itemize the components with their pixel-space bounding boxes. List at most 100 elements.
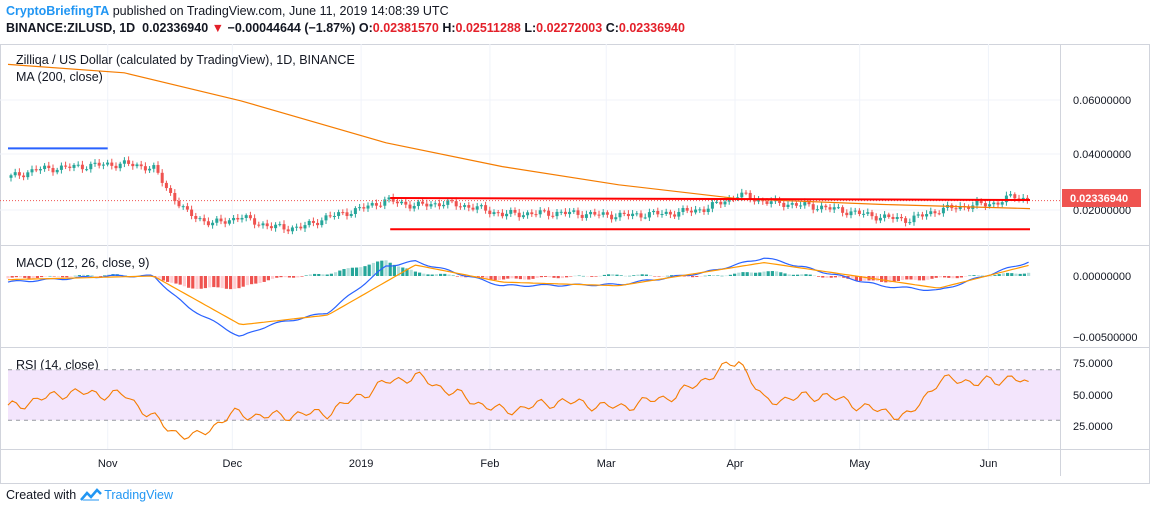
macd-hist-bar-75	[321, 274, 325, 276]
candle-body-111	[475, 206, 479, 210]
macd-hist-bar-77	[329, 273, 333, 276]
macd-hist-bar-215	[909, 276, 913, 280]
tradingview-brand-link[interactable]: TradingView	[104, 488, 173, 502]
macd-hist-bar-190	[804, 274, 808, 276]
candle-body-236	[1000, 202, 1004, 205]
macd-hist-bar-193	[817, 276, 821, 277]
candle-body-220	[933, 211, 937, 214]
price-tick-0: 0.06000000	[1073, 95, 1131, 107]
candle-body-164	[698, 209, 702, 211]
macd-hist-bar-171	[724, 275, 728, 277]
macd-hist-bar-234	[989, 275, 993, 277]
candle-body-191	[811, 204, 815, 210]
candle-body-233	[988, 204, 992, 207]
high-value: 0.02511288	[455, 21, 521, 35]
candle-body-14	[68, 166, 72, 168]
macd-hist-bar-158	[670, 275, 674, 276]
macd-hist-bar-134	[569, 276, 573, 277]
candle-body-151	[643, 217, 647, 219]
candle-body-207	[878, 217, 882, 221]
macd-hist-bar-91	[388, 262, 392, 276]
candle-body-230	[975, 200, 979, 206]
candle-body-34	[152, 165, 156, 169]
macd-hist-bar-98	[418, 272, 422, 276]
macd-hist-bar-220	[930, 276, 934, 279]
macd-hist-bar-126	[535, 276, 539, 278]
macd-tick-0: 0.00000000	[1073, 271, 1131, 283]
rsi-pane-title: RSI (14, close)	[16, 358, 99, 372]
macd-hist-bar-142	[602, 274, 606, 276]
candle-body-120	[513, 210, 517, 213]
candle-body-79	[341, 212, 345, 214]
candle-body-195	[828, 207, 832, 210]
macd-hist-bar-95	[405, 268, 409, 276]
candle-body-53	[232, 217, 236, 221]
symbol-label: BINANCE:ZILUSD, 1D	[6, 21, 136, 35]
candle-body-38	[169, 188, 173, 193]
candle-body-184	[782, 202, 786, 207]
candle-body-215	[912, 215, 916, 223]
candle-body-73	[316, 222, 320, 226]
macd-hist-bar-217	[917, 276, 921, 281]
candle-body-33	[148, 168, 152, 171]
macd-hist-bar-108	[460, 276, 464, 278]
candle-body-105	[450, 200, 454, 202]
candle-body-150	[639, 213, 643, 218]
macd-hist-bar-86	[367, 264, 371, 276]
candle-body-146	[622, 212, 626, 214]
candle-body-142	[605, 212, 609, 215]
macd-hist-bar-67	[287, 276, 291, 278]
macd-hist-bar-122	[518, 276, 522, 280]
candle-body-96	[412, 206, 416, 209]
macd-hist-bar-52	[224, 276, 228, 289]
macd-hist-bar-135	[573, 275, 577, 277]
macd-hist-bar-99	[422, 273, 426, 276]
candle-body-48	[211, 222, 215, 226]
candle-body-126	[538, 210, 542, 215]
ma200-line	[7, 63, 1031, 210]
channel-top-line	[390, 197, 1031, 201]
macd-hist-bar-115	[489, 276, 493, 280]
author-link[interactable]: CryptoBriefingTA	[6, 4, 110, 18]
macd-hist-bar-9	[44, 276, 48, 277]
macd-hist-bar-6	[31, 276, 35, 279]
macd-hist-bar-35	[153, 276, 157, 277]
macd-hist-bar-201	[850, 276, 854, 280]
candle-body-122	[521, 215, 525, 218]
macd-hist-bar-54	[233, 276, 237, 289]
candle-body-206	[874, 216, 878, 221]
macd-hist-bar-0	[6, 276, 10, 279]
open-value: 0.02381570	[372, 21, 439, 35]
candle-body-26	[118, 163, 122, 169]
candle-body-112	[479, 205, 483, 207]
candle-body-80	[345, 212, 349, 217]
candle-body-62	[269, 226, 273, 229]
candle-body-132	[563, 211, 567, 215]
macd-hist-bar-214	[905, 276, 909, 280]
candle-body-23	[106, 162, 110, 165]
candle-body-119	[509, 210, 513, 214]
candle-body-139	[593, 211, 597, 215]
macd-hist-bar-1	[10, 276, 14, 278]
candle-body-7	[38, 169, 42, 171]
candle-body-49	[215, 218, 219, 223]
candle-body-0	[9, 175, 13, 178]
candle-body-74	[320, 220, 324, 226]
macd-hist-bar-43	[187, 276, 191, 288]
macd-hist-bar-231	[976, 275, 980, 276]
macd-hist-bar-173	[733, 273, 737, 276]
chart-area[interactable]: Zilliqa / US Dollar (calculated by Tradi…	[0, 44, 1150, 484]
macd-hist-bar-55	[237, 276, 241, 289]
macd-hist-bar-161	[682, 276, 686, 277]
macd-hist-bar-41	[178, 276, 182, 285]
candle-body-88	[379, 205, 383, 207]
candle-body-110	[471, 207, 475, 210]
candle-body-192	[815, 209, 819, 211]
macd-hist-bar-227	[959, 276, 963, 278]
macd-hist-bar-180	[762, 271, 766, 276]
macd-hist-bar-121	[514, 276, 518, 279]
candle-body-165	[702, 209, 706, 212]
macd-line	[7, 257, 1029, 337]
macd-hist-bar-19	[86, 275, 90, 276]
macd-hist-bar-148	[628, 275, 632, 277]
